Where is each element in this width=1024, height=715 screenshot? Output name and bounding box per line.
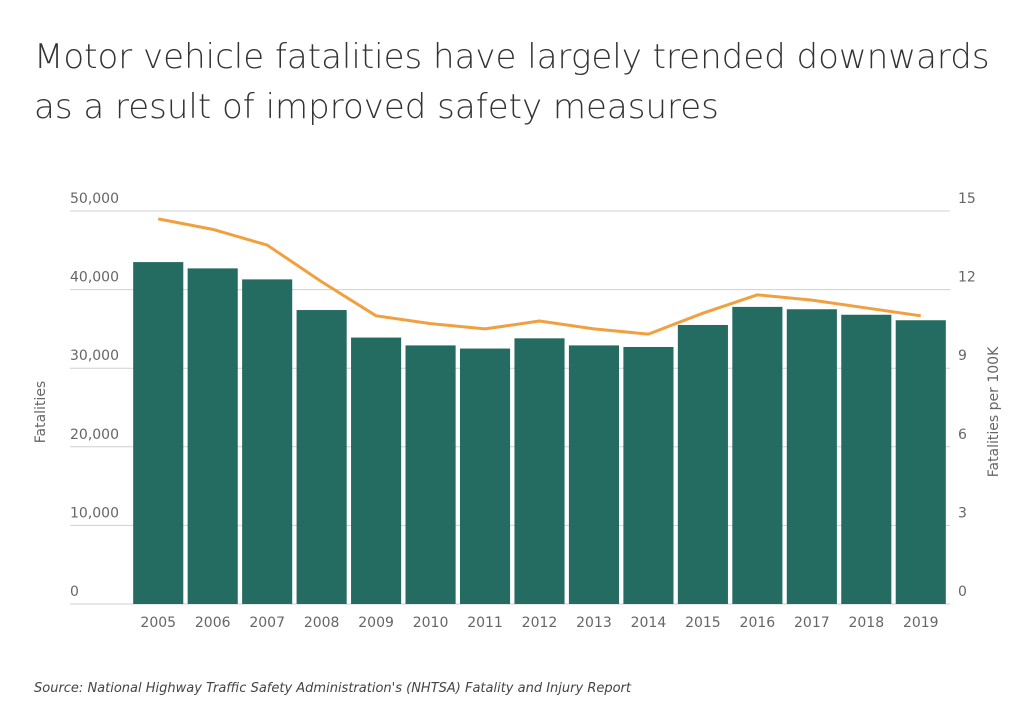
bar [677, 324, 728, 604]
line [157, 217, 921, 336]
bar [242, 279, 293, 604]
bar [187, 268, 238, 604]
bar [623, 346, 674, 604]
bar [568, 345, 620, 604]
x-tick-label: 2006 [195, 615, 231, 631]
bar [732, 306, 783, 604]
x-tick-label: 2019 [903, 615, 939, 631]
bar [405, 345, 456, 604]
x-tick-label: 2010 [413, 615, 449, 631]
y-tick-label: 40,000 [70, 270, 119, 286]
bar [296, 310, 347, 604]
x-tick-label: 2014 [631, 615, 667, 631]
x-tick-label: 2008 [304, 615, 340, 631]
y-tick-label: 10,000 [70, 505, 119, 521]
bar [786, 309, 837, 604]
bar [351, 337, 402, 604]
y-tick-label: 20,000 [70, 427, 119, 443]
y2-tick-label: 3 [958, 505, 967, 521]
y2-tick-label: 12 [958, 270, 976, 286]
y2-tick-label: 9 [958, 348, 967, 364]
x-tick-label: 2015 [685, 615, 721, 631]
x-tick-label: 2012 [522, 615, 558, 631]
x-tick-label: 2017 [794, 615, 830, 631]
x-tick-label: 2009 [358, 615, 394, 631]
y2-tick-label: 15 [958, 191, 976, 207]
x-tick-label: 2005 [140, 615, 176, 631]
x-tick-label: 2018 [848, 615, 884, 631]
y2-axis-title: Fatalities per 100K [986, 346, 1002, 477]
y-tick-label: 50,000 [70, 191, 119, 207]
y2-tick-label: 6 [958, 427, 967, 443]
y2-tick-label: 0 [958, 584, 967, 600]
bar [514, 338, 565, 604]
bar [133, 262, 184, 604]
source: Source: National Highway Traffic Safety … [34, 681, 632, 696]
y-tick-label: 0 [70, 584, 79, 600]
bar [895, 320, 946, 604]
x-tick-label: 2016 [740, 615, 776, 631]
x-tick-label: 2007 [249, 615, 285, 631]
x-tick-label: 2013 [576, 615, 612, 631]
y-axis-title: Fatalities [33, 381, 49, 443]
chart-title: Motor vehicle fatalities have largely tr… [34, 37, 990, 127]
bar [841, 314, 892, 604]
bar [459, 348, 511, 604]
x-tick-label: 2011 [467, 615, 503, 631]
y-tick-label: 30,000 [70, 348, 119, 364]
